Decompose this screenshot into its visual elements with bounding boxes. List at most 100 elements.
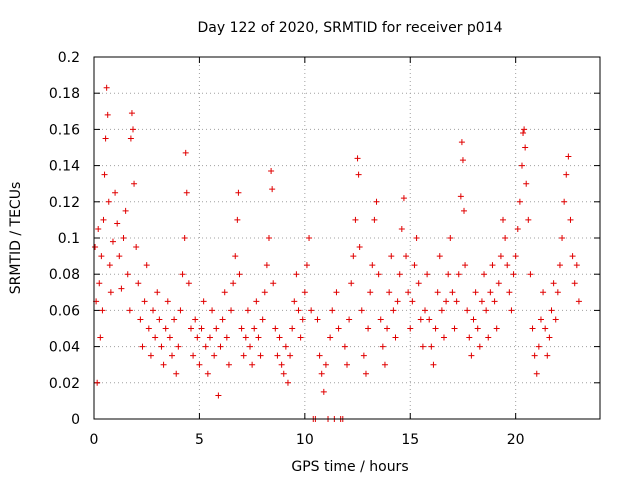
- data-point: [236, 271, 243, 278]
- y-axis-label: SRMTID / TECUs: [8, 182, 24, 295]
- data-point: [411, 262, 418, 269]
- data-point: [341, 343, 348, 350]
- data-point: [314, 316, 321, 323]
- data-point: [533, 370, 540, 377]
- data-point: [565, 153, 572, 160]
- y-tick-label: 0.02: [49, 376, 80, 392]
- data-points: [92, 84, 582, 422]
- data-point: [449, 289, 456, 296]
- data-point: [228, 307, 235, 314]
- data-point: [550, 280, 557, 287]
- x-tick-label: 5: [195, 432, 204, 448]
- data-point: [356, 244, 363, 251]
- data-point: [263, 262, 270, 269]
- data-point: [432, 325, 439, 332]
- data-point: [493, 325, 500, 332]
- data-point: [162, 325, 169, 332]
- data-point: [223, 334, 230, 341]
- data-point: [529, 325, 536, 332]
- data-point: [542, 325, 549, 332]
- data-point: [164, 298, 171, 305]
- data-point: [293, 271, 300, 278]
- data-point: [196, 361, 203, 368]
- data-point: [183, 189, 190, 196]
- y-tick-label: 0.06: [49, 303, 80, 319]
- data-point: [301, 289, 308, 296]
- data-point: [362, 370, 369, 377]
- data-point: [516, 198, 523, 205]
- data-point: [318, 370, 325, 377]
- data-point: [200, 298, 207, 305]
- x-tick-label: 15: [401, 432, 419, 448]
- data-point: [413, 235, 420, 241]
- chart-title: Day 122 of 2020, SRMTID for receiver p01…: [197, 20, 502, 36]
- data-point: [160, 361, 167, 368]
- data-point: [221, 289, 228, 296]
- data-point: [225, 361, 232, 368]
- data-point: [135, 280, 142, 287]
- data-point: [265, 235, 272, 241]
- data-point: [445, 271, 452, 278]
- data-point: [424, 271, 431, 278]
- y-tick-label: 0: [71, 412, 80, 428]
- data-point: [476, 343, 483, 350]
- data-point: [523, 180, 530, 187]
- data-point: [522, 144, 529, 151]
- data-point: [481, 271, 488, 278]
- data-point: [373, 198, 380, 205]
- data-point: [521, 126, 528, 133]
- y-tick-label: 0.08: [49, 267, 80, 283]
- data-point: [257, 352, 264, 359]
- data-point: [124, 271, 131, 278]
- data-point: [127, 135, 134, 142]
- y-tick-label: 0.2: [58, 50, 80, 66]
- data-point: [270, 280, 277, 287]
- data-point: [546, 334, 553, 341]
- data-point: [459, 157, 466, 164]
- data-point: [249, 361, 256, 368]
- data-point: [461, 207, 468, 214]
- data-point: [166, 334, 173, 341]
- data-point: [466, 334, 473, 341]
- data-point: [269, 186, 276, 193]
- data-point: [133, 244, 140, 251]
- data-point: [352, 216, 359, 223]
- data-point: [131, 180, 138, 187]
- data-point: [367, 289, 374, 296]
- data-point: [299, 316, 306, 323]
- data-point: [238, 325, 245, 332]
- data-point: [255, 334, 262, 341]
- data-point: [289, 325, 296, 332]
- data-point: [118, 285, 125, 292]
- data-point: [531, 352, 538, 359]
- data-point: [502, 235, 509, 241]
- data-point: [350, 253, 357, 260]
- data-point: [284, 379, 291, 386]
- data-point: [556, 262, 563, 269]
- data-point: [306, 235, 313, 241]
- data-point: [152, 334, 159, 341]
- data-point: [185, 280, 192, 287]
- data-point: [122, 207, 129, 214]
- data-point: [253, 298, 260, 305]
- data-point: [147, 352, 154, 359]
- data-point: [105, 198, 112, 205]
- data-point: [192, 316, 199, 323]
- data-point: [198, 325, 205, 332]
- data-point: [440, 334, 447, 341]
- data-point: [297, 334, 304, 341]
- data-point: [472, 289, 479, 296]
- data-point: [360, 352, 367, 359]
- data-point: [447, 235, 454, 241]
- data-point: [388, 253, 395, 260]
- data-point: [219, 316, 226, 323]
- data-point: [247, 343, 254, 350]
- data-point: [434, 289, 441, 296]
- data-point: [107, 289, 114, 296]
- data-point: [381, 361, 388, 368]
- data-point: [287, 352, 294, 359]
- data-point: [320, 388, 327, 395]
- data-point: [103, 84, 110, 91]
- data-point: [97, 334, 104, 341]
- data-point: [563, 171, 570, 178]
